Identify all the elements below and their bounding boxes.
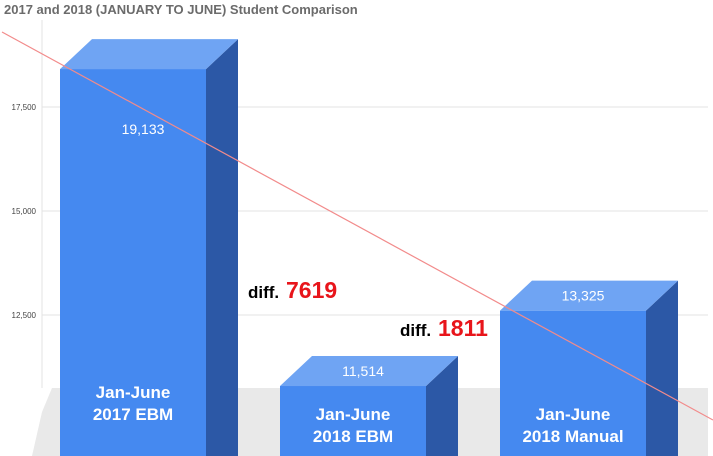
category-label: 2017 EBM [93, 405, 173, 424]
bar-group: 13,325 Jan-June 2018 Manual [500, 280, 678, 456]
bar-side [426, 356, 458, 456]
data-label: 13,325 [562, 288, 605, 304]
bar-top [500, 280, 678, 311]
data-label: 11,514 [342, 363, 384, 379]
diff-value: 1811 [438, 315, 488, 341]
bar-side [646, 280, 678, 456]
diff-prefix: diff. [400, 321, 431, 340]
diff-annotation: diff. 1811 [400, 315, 488, 341]
bar [280, 386, 426, 456]
category-label: Jan-June [96, 383, 171, 402]
y-tick-label: 15,000 [12, 207, 37, 216]
bar-side [206, 39, 238, 456]
category-label: 2018 Manual [522, 427, 623, 446]
category-label: Jan-June [536, 405, 611, 424]
y-tick-label: 17,500 [12, 103, 37, 112]
category-label: Jan-June [316, 405, 391, 424]
trendline [1, 31, 713, 421]
bar-group: 11,514 Jan-June 2018 EBM [280, 356, 458, 456]
bar-top [60, 39, 238, 70]
diff-annotation: diff. 7619 [248, 277, 337, 303]
bar [500, 310, 646, 456]
chart-title: 2017 and 2018 (JANUARY TO JUNE) Student … [4, 2, 358, 17]
bar-top [280, 356, 458, 387]
diff-value: 7619 [286, 277, 337, 303]
diff-prefix: diff. [248, 283, 279, 302]
y-tick-label: 12,500 [12, 311, 37, 320]
bar [60, 69, 206, 456]
category-label: 2018 EBM [313, 427, 393, 446]
bar-group: 19,133 Jan-June 2017 EBM [60, 39, 238, 456]
data-label: 19,133 [122, 121, 165, 137]
